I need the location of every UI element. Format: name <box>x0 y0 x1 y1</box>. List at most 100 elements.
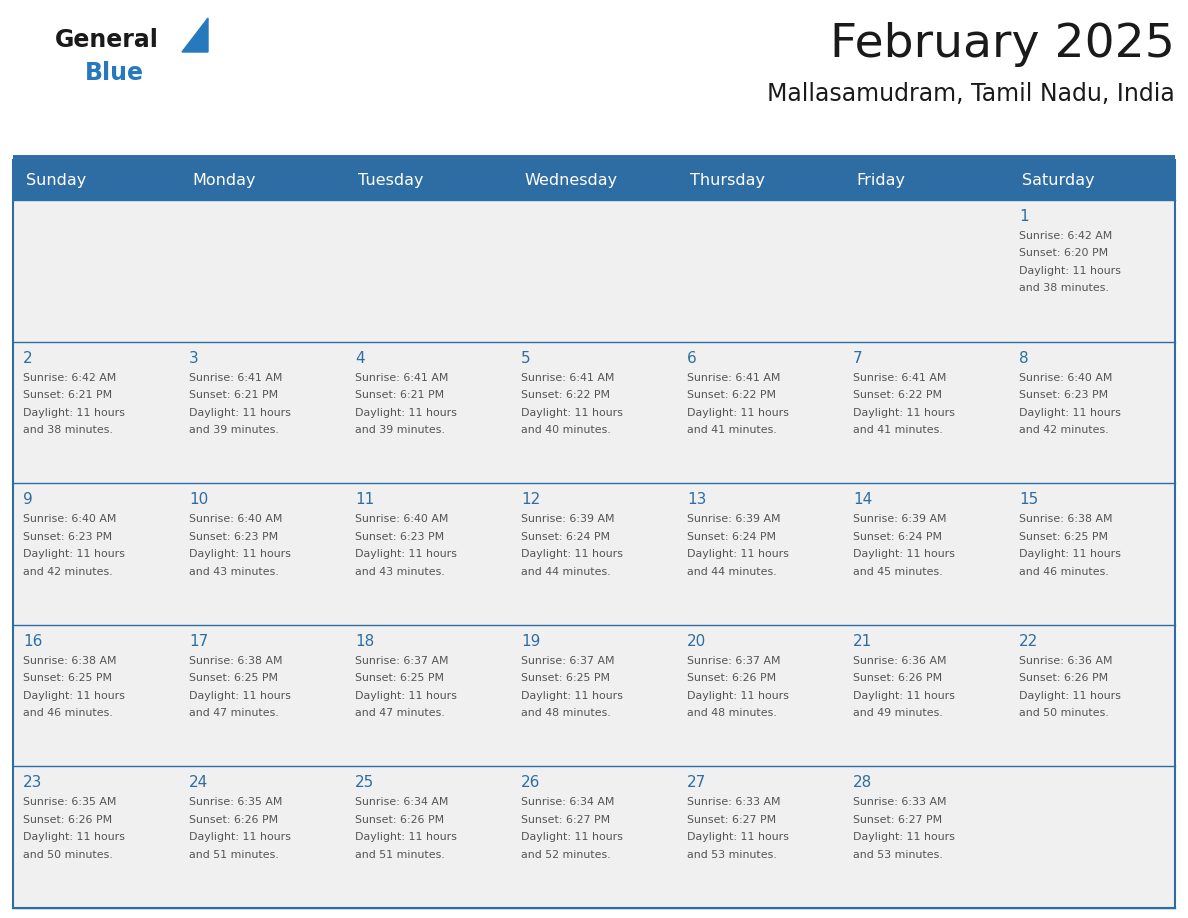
Text: Daylight: 11 hours: Daylight: 11 hours <box>853 691 955 700</box>
Text: Sunrise: 6:37 AM: Sunrise: 6:37 AM <box>687 655 781 666</box>
Text: 2: 2 <box>23 351 32 365</box>
Text: Daylight: 11 hours: Daylight: 11 hours <box>853 408 955 418</box>
Text: Sunset: 6:26 PM: Sunset: 6:26 PM <box>853 673 942 683</box>
Text: and 52 minutes.: and 52 minutes. <box>522 850 611 860</box>
Text: and 51 minutes.: and 51 minutes. <box>355 850 444 860</box>
Text: Sunrise: 6:35 AM: Sunrise: 6:35 AM <box>189 798 283 808</box>
Text: Daylight: 11 hours: Daylight: 11 hours <box>522 833 623 843</box>
Text: and 44 minutes.: and 44 minutes. <box>522 566 611 577</box>
Text: Sunset: 6:23 PM: Sunset: 6:23 PM <box>355 532 444 542</box>
Text: Sunrise: 6:35 AM: Sunrise: 6:35 AM <box>23 798 116 808</box>
Text: and 45 minutes.: and 45 minutes. <box>853 566 942 577</box>
Text: Sunrise: 6:39 AM: Sunrise: 6:39 AM <box>853 514 947 524</box>
Text: 13: 13 <box>687 492 707 508</box>
Text: Daylight: 11 hours: Daylight: 11 hours <box>355 691 457 700</box>
Bar <box>13 341 1175 483</box>
Text: Daylight: 11 hours: Daylight: 11 hours <box>355 549 457 559</box>
Text: Daylight: 11 hours: Daylight: 11 hours <box>687 833 789 843</box>
Text: Sunrise: 6:39 AM: Sunrise: 6:39 AM <box>522 514 614 524</box>
Text: General: General <box>55 28 159 52</box>
Text: Sunrise: 6:39 AM: Sunrise: 6:39 AM <box>687 514 781 524</box>
Text: and 53 minutes.: and 53 minutes. <box>687 850 777 860</box>
Text: and 41 minutes.: and 41 minutes. <box>687 425 777 435</box>
Text: Daylight: 11 hours: Daylight: 11 hours <box>1019 549 1121 559</box>
Text: Sunset: 6:27 PM: Sunset: 6:27 PM <box>522 815 611 825</box>
Text: Sunset: 6:23 PM: Sunset: 6:23 PM <box>189 532 278 542</box>
Text: 28: 28 <box>853 776 872 790</box>
Bar <box>13 200 1175 341</box>
Text: Sunset: 6:26 PM: Sunset: 6:26 PM <box>23 815 112 825</box>
Text: Sunrise: 6:40 AM: Sunrise: 6:40 AM <box>23 514 116 524</box>
Text: Blue: Blue <box>86 61 144 85</box>
Text: Sunset: 6:23 PM: Sunset: 6:23 PM <box>1019 390 1108 400</box>
Text: and 47 minutes.: and 47 minutes. <box>189 709 279 718</box>
Text: Sunset: 6:21 PM: Sunset: 6:21 PM <box>355 390 444 400</box>
Text: Sunset: 6:26 PM: Sunset: 6:26 PM <box>687 673 776 683</box>
Text: February 2025: February 2025 <box>830 22 1175 67</box>
Text: 24: 24 <box>189 776 208 790</box>
Text: Wednesday: Wednesday <box>524 173 617 187</box>
Text: 27: 27 <box>687 776 706 790</box>
Text: Sunset: 6:21 PM: Sunset: 6:21 PM <box>23 390 112 400</box>
Text: and 42 minutes.: and 42 minutes. <box>23 566 113 577</box>
Text: Sunset: 6:27 PM: Sunset: 6:27 PM <box>853 815 942 825</box>
Text: and 47 minutes.: and 47 minutes. <box>355 709 444 718</box>
Text: Sunset: 6:26 PM: Sunset: 6:26 PM <box>1019 673 1108 683</box>
Text: Daylight: 11 hours: Daylight: 11 hours <box>522 408 623 418</box>
Text: and 40 minutes.: and 40 minutes. <box>522 425 611 435</box>
Text: 5: 5 <box>522 351 531 365</box>
Text: 26: 26 <box>522 776 541 790</box>
Text: 3: 3 <box>189 351 198 365</box>
Text: and 46 minutes.: and 46 minutes. <box>23 709 113 718</box>
Text: and 41 minutes.: and 41 minutes. <box>853 425 943 435</box>
Text: 6: 6 <box>687 351 696 365</box>
Text: Mallasamudram, Tamil Nadu, India: Mallasamudram, Tamil Nadu, India <box>767 82 1175 106</box>
Text: Daylight: 11 hours: Daylight: 11 hours <box>23 408 125 418</box>
Text: Sunset: 6:20 PM: Sunset: 6:20 PM <box>1019 249 1108 259</box>
Text: 14: 14 <box>853 492 872 508</box>
Text: Sunrise: 6:38 AM: Sunrise: 6:38 AM <box>1019 514 1112 524</box>
Text: Sunrise: 6:34 AM: Sunrise: 6:34 AM <box>355 798 448 808</box>
Text: Daylight: 11 hours: Daylight: 11 hours <box>189 408 291 418</box>
Text: Sunrise: 6:42 AM: Sunrise: 6:42 AM <box>1019 231 1112 241</box>
Text: and 44 minutes.: and 44 minutes. <box>687 566 777 577</box>
Text: Sunrise: 6:33 AM: Sunrise: 6:33 AM <box>687 798 781 808</box>
Bar <box>13 160 1175 908</box>
Text: 18: 18 <box>355 633 374 649</box>
Text: Daylight: 11 hours: Daylight: 11 hours <box>23 549 125 559</box>
Text: 15: 15 <box>1019 492 1038 508</box>
Text: Sunrise: 6:40 AM: Sunrise: 6:40 AM <box>1019 373 1112 383</box>
Text: Sunset: 6:25 PM: Sunset: 6:25 PM <box>1019 532 1108 542</box>
Text: and 48 minutes.: and 48 minutes. <box>687 709 777 718</box>
Text: Daylight: 11 hours: Daylight: 11 hours <box>687 549 789 559</box>
Text: 25: 25 <box>355 776 374 790</box>
Text: 7: 7 <box>853 351 862 365</box>
Text: Sunrise: 6:36 AM: Sunrise: 6:36 AM <box>853 655 947 666</box>
Text: Sunset: 6:25 PM: Sunset: 6:25 PM <box>189 673 278 683</box>
Text: Daylight: 11 hours: Daylight: 11 hours <box>687 691 789 700</box>
Text: Sunset: 6:22 PM: Sunset: 6:22 PM <box>687 390 776 400</box>
Text: Sunrise: 6:38 AM: Sunrise: 6:38 AM <box>23 655 116 666</box>
Text: Sunset: 6:26 PM: Sunset: 6:26 PM <box>189 815 278 825</box>
Text: Sunrise: 6:41 AM: Sunrise: 6:41 AM <box>687 373 781 383</box>
Text: Daylight: 11 hours: Daylight: 11 hours <box>189 549 291 559</box>
Text: and 51 minutes.: and 51 minutes. <box>189 850 279 860</box>
Text: Sunset: 6:22 PM: Sunset: 6:22 PM <box>522 390 609 400</box>
Text: Daylight: 11 hours: Daylight: 11 hours <box>23 691 125 700</box>
Text: Daylight: 11 hours: Daylight: 11 hours <box>1019 266 1121 276</box>
Text: 11: 11 <box>355 492 374 508</box>
Text: Sunrise: 6:40 AM: Sunrise: 6:40 AM <box>189 514 283 524</box>
Text: Daylight: 11 hours: Daylight: 11 hours <box>853 549 955 559</box>
Bar <box>13 483 1175 625</box>
Text: 4: 4 <box>355 351 365 365</box>
Text: Daylight: 11 hours: Daylight: 11 hours <box>355 408 457 418</box>
Text: and 39 minutes.: and 39 minutes. <box>189 425 279 435</box>
Text: Sunrise: 6:41 AM: Sunrise: 6:41 AM <box>189 373 283 383</box>
Text: and 46 minutes.: and 46 minutes. <box>1019 566 1108 577</box>
Text: Sunset: 6:22 PM: Sunset: 6:22 PM <box>853 390 942 400</box>
Text: and 39 minutes.: and 39 minutes. <box>355 425 444 435</box>
Text: 19: 19 <box>522 633 541 649</box>
Text: Daylight: 11 hours: Daylight: 11 hours <box>189 691 291 700</box>
Bar <box>13 767 1175 908</box>
Text: Sunday: Sunday <box>26 173 87 187</box>
